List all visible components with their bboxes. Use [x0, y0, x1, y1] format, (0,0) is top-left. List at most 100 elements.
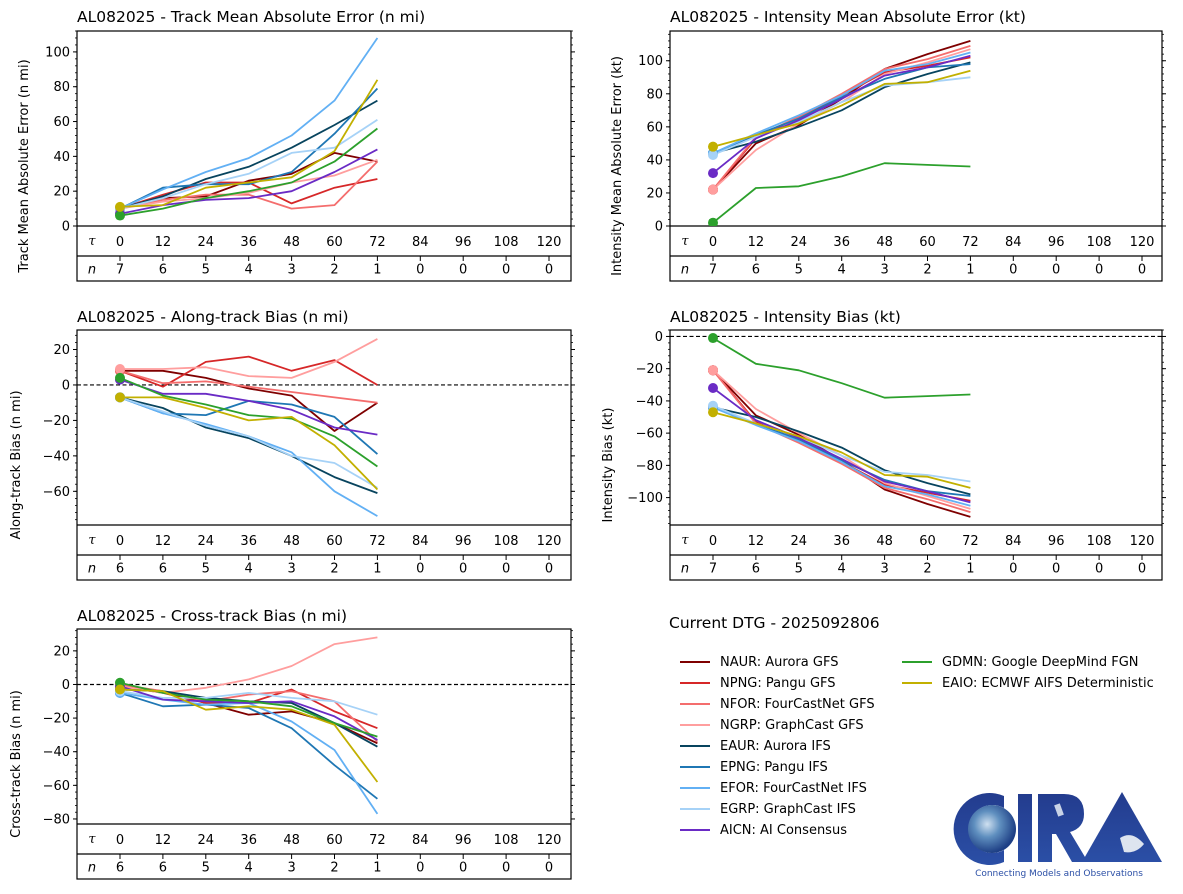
x-tick-label: 0 — [709, 534, 717, 549]
series-group — [115, 338, 379, 517]
logo-tagline: Connecting Models and Observations — [975, 869, 1143, 879]
n-count-label: 0 — [1095, 562, 1103, 577]
series-line-efor — [712, 51, 971, 155]
x-tick-label: 24 — [198, 534, 215, 549]
x-tick-label: 12 — [748, 235, 765, 250]
n-row-label: n — [88, 562, 96, 577]
n-count-label: 7 — [709, 562, 717, 577]
series-marker-aicn — [708, 168, 718, 179]
y-tick-label: −40 — [43, 745, 70, 760]
legend-item-eaio: EAIO: ECMWF AIFS Deterministic — [902, 673, 1154, 693]
chart-title: AL082025 - Cross-track Bias (n mi) — [77, 607, 347, 625]
x-tick-label: 48 — [283, 235, 300, 250]
y-tick-label: 40 — [646, 153, 663, 168]
satellite-icon — [1054, 803, 1064, 817]
series-line-epng — [119, 87, 379, 210]
series-marker-gdmn — [115, 372, 125, 383]
y-tick-label: −20 — [636, 362, 663, 377]
y-tick-label: 80 — [646, 87, 663, 102]
plot-frame — [76, 329, 572, 581]
legend-swatch — [680, 808, 710, 810]
y-axis-label: Cross-track Bias (n mi) — [9, 690, 24, 838]
n-count-label: 1 — [966, 562, 974, 577]
legend-swatch — [680, 703, 710, 705]
x-tick-label: 48 — [283, 833, 300, 848]
n-count-label: 0 — [459, 263, 467, 278]
series-line-npng — [119, 355, 378, 388]
n-count-label: 4 — [245, 562, 253, 577]
x-tick-label: 12 — [155, 534, 172, 549]
legend-swatch — [680, 829, 710, 831]
x-tick-label: 0 — [116, 235, 124, 250]
legend-swatch — [680, 724, 710, 726]
x-tick-label: 48 — [876, 235, 893, 250]
chart-intensity-bias: AL082025 - Intensity Bias (kt) Intensity … — [601, 308, 1166, 581]
chart-cross-track-bias: AL082025 - Cross-track Bias (n mi) Cross-… — [9, 607, 575, 880]
n-count-label: 5 — [202, 562, 210, 577]
x-tick-label: 120 — [537, 534, 562, 549]
series-line-epng — [712, 63, 971, 155]
x-tick-label: 36 — [833, 534, 850, 549]
n-count-label: 1 — [373, 562, 381, 577]
x-tick-label: 36 — [240, 534, 257, 549]
cira-logo: Connecting Models and Observations — [953, 792, 1162, 879]
x-tick-label: 108 — [494, 534, 519, 549]
series-line-nfor — [119, 160, 379, 210]
series-line-egrp — [119, 690, 378, 716]
n-count-label: 1 — [373, 263, 381, 278]
x-tick-label: 36 — [833, 235, 850, 250]
series-line-ngrp — [712, 48, 971, 191]
n-count-label: 0 — [545, 562, 553, 577]
legend-label: NAUR: Aurora GFS — [720, 654, 839, 670]
n-count-label: 0 — [502, 263, 510, 278]
x-tick-label: 108 — [494, 235, 519, 250]
y-tick-label: −20 — [43, 712, 70, 727]
y-tick-label: −60 — [43, 779, 70, 794]
n-count-label: 3 — [880, 562, 888, 577]
legend-label: GDMN: Google DeepMind FGN — [942, 654, 1139, 670]
n-row-label: n — [681, 263, 689, 278]
series-line-efor — [712, 406, 971, 507]
series-marker-ngrp — [115, 364, 125, 374]
series-line-eaur — [712, 61, 971, 155]
x-tick-label: 72 — [962, 534, 979, 549]
legend-item-npng: NPNG: Pangu GFS — [680, 673, 836, 693]
x-tick-label: 12 — [155, 833, 172, 848]
y-tick-label: 100 — [45, 45, 70, 60]
series-marker-eaio — [708, 141, 718, 152]
series-line-egrp — [119, 396, 378, 489]
n-count-label: 0 — [459, 562, 467, 577]
legend-item-aicn: AICN: AI Consensus — [680, 820, 847, 840]
tau-row-label: τ — [88, 533, 96, 548]
x-tick-label: 12 — [748, 534, 765, 549]
n-count-label: 0 — [416, 562, 424, 577]
series-line-ngrp — [119, 158, 378, 210]
series-marker-eaio — [115, 684, 125, 695]
chart-title: AL082025 - Intensity Mean Absolute Error… — [670, 8, 1026, 26]
x-tick-label: 0 — [116, 833, 124, 848]
x-tick-label: 48 — [283, 534, 300, 549]
y-tick-label: −40 — [636, 394, 663, 409]
n-count-label: 2 — [330, 263, 338, 278]
plot-frame — [669, 30, 1163, 282]
legend-item-naur: NAUR: Aurora GFS — [680, 652, 838, 672]
legend-item-eaur: EAUR: Aurora IFS — [680, 736, 831, 756]
legend-label: EAIO: ECMWF AIFS Deterministic — [942, 675, 1154, 691]
n-count-label: 0 — [502, 562, 510, 577]
series-line-eaio — [712, 69, 971, 148]
y-tick-label: 100 — [638, 54, 663, 69]
n-count-label: 3 — [287, 562, 295, 577]
series-marker-eaio — [115, 392, 125, 403]
series-marker-aicn — [708, 383, 718, 394]
tau-row-label: τ — [681, 234, 689, 249]
legend-label: NFOR: FourCastNet GFS — [720, 696, 875, 712]
series-marker-egrp — [708, 149, 718, 160]
series-group — [115, 37, 379, 221]
x-tick-label: 96 — [1048, 534, 1065, 549]
x-tick-label: 12 — [155, 235, 172, 250]
n-count-label: 0 — [1138, 263, 1146, 278]
x-tick-label: 36 — [240, 235, 257, 250]
legend-label: NGRP: GraphCast GFS — [720, 717, 864, 733]
legend-label: EAUR: Aurora IFS — [720, 738, 831, 754]
